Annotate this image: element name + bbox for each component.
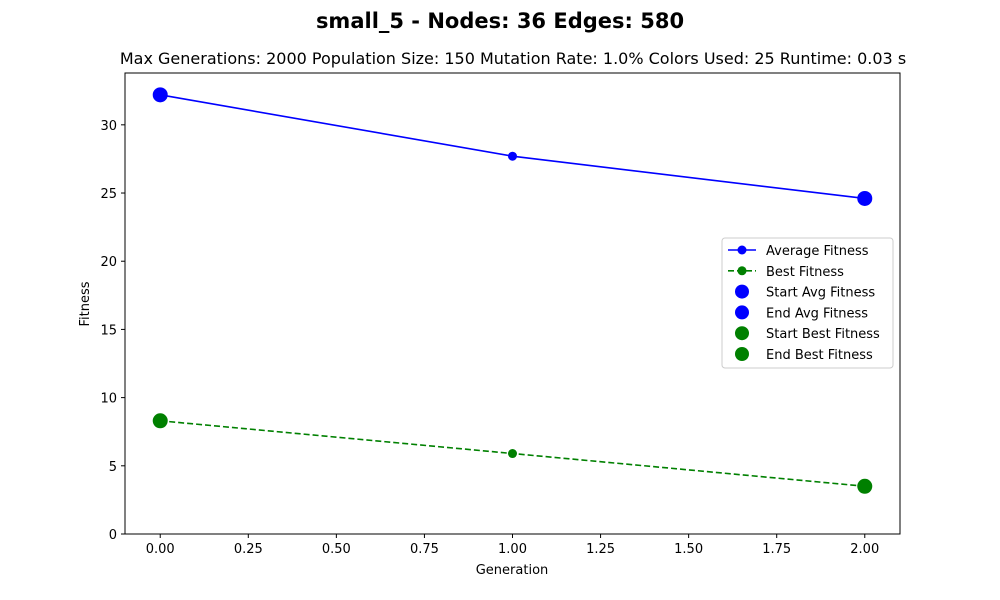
y-tick-label: 15 [100,323,117,338]
x-axis-label: Generation [476,563,549,578]
legend-label: End Avg Fitness [766,306,868,321]
series-point-0 [508,151,517,161]
legend-box [721,237,894,369]
y-axis: 0 5 10 15 20 25 30 [100,119,125,543]
legend-marker-0 [737,245,747,255]
legend-label: End Best Fitness [766,348,873,363]
x-axis: 0.00 0.25 0.50 0.75 1.00 1.25 1.50 1.75 2.00 [146,534,879,557]
legend: Average Fitness Best Fitness Start Avg Fit… [721,237,894,369]
x-tick-label: 1.25 [586,542,615,557]
highlight-point-0 [152,87,168,103]
x-tick-label: 1.00 [498,542,527,557]
x-tick-label: 0.00 [146,542,175,557]
x-tick-label: 2.00 [850,542,879,557]
y-tick-label: 5 [109,460,117,475]
x-tick-label: 0.75 [410,542,439,557]
legend-label: Best Fitness [766,265,844,280]
y-tick-label: 10 [100,392,117,407]
legend-marker-highlight-2 [735,326,749,341]
highlight-point-1 [857,190,873,206]
legend-marker-highlight-3 [735,347,749,361]
legend-label: Start Best Fitness [766,327,880,342]
highlight-point-3 [857,478,873,494]
y-tick-label: 20 [100,255,117,270]
y-tick-label: 30 [100,119,117,134]
highlight-point-2 [152,413,168,429]
x-tick-label: 1.50 [674,542,703,557]
legend-marker-1 [737,266,747,276]
series-point-1 [508,449,517,459]
y-tick-label: 0 [109,528,117,543]
series-layer [152,87,873,494]
chart-title: small_5 - Nodes: 36 Edges: 580 [316,9,684,33]
y-axis-label: Fitness [78,281,93,326]
y-tick-label: 25 [100,187,117,202]
legend-marker-highlight-1 [735,305,749,320]
legend-label: Average Fitness [766,244,869,259]
x-tick-label: 0.50 [322,542,351,557]
legend-marker-highlight-0 [735,284,749,299]
x-tick-label: 1.75 [762,542,791,557]
chart-subtitle: Max Generations: 2000 Population Size: 1… [120,49,906,68]
legend-label: Start Avg Fitness [766,286,875,301]
x-tick-label: 0.25 [234,542,263,557]
